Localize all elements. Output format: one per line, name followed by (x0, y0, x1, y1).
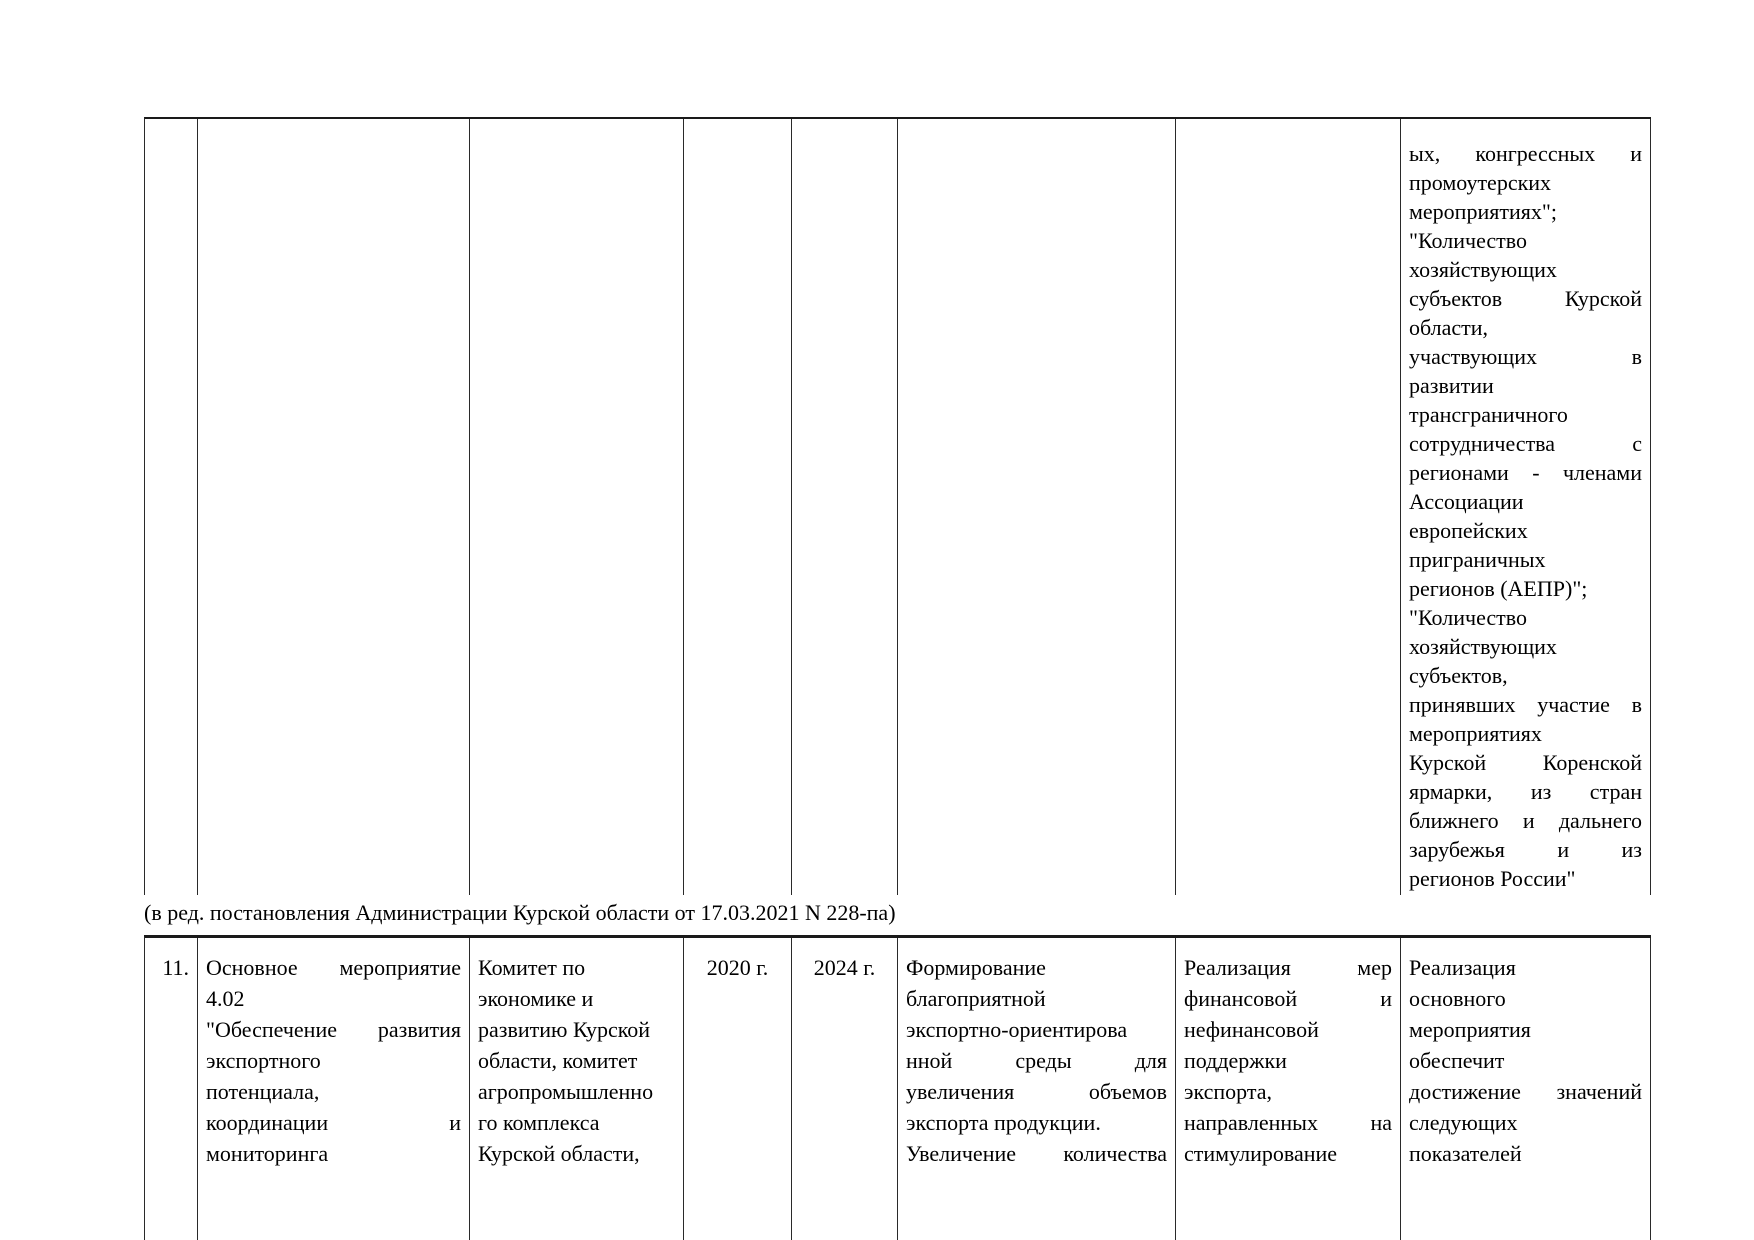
text-line: направленных на (1184, 1110, 1392, 1135)
text-line: Увеличение количества (906, 1141, 1167, 1166)
cell-empty-end-year (792, 119, 898, 895)
text-line: Основное мероприятие (206, 955, 461, 980)
table-row-11: 11. Основное мероприятие 4.02 "Обеспечение… (144, 935, 1651, 1240)
text-line: экспорта, (1184, 1079, 1272, 1104)
cell-empty-start-year (684, 119, 792, 895)
text-line: Ассоциации (1409, 489, 1524, 514)
cell-support-measures: Реализация мер финансовой и нефинансовой по… (1176, 938, 1401, 1240)
target-indicators-text: Реализация основного мероприятия обеспечит д… (1409, 952, 1642, 1169)
cell-end-year: 2024 г. (792, 938, 898, 1240)
text-line: стимулирование (1184, 1141, 1338, 1166)
text-line: "Количество (1409, 605, 1528, 630)
cell-event-name: Основное мероприятие 4.02 "Обеспечение раз… (198, 938, 470, 1240)
text-line: промоутерских (1409, 170, 1552, 195)
text-line: мероприятия (1409, 1017, 1531, 1042)
text-line: нефинансовой (1184, 1017, 1319, 1042)
text-line: зарубежья и из (1409, 837, 1642, 862)
text-line: европейских (1409, 518, 1528, 543)
text-line: регионов (АЕПР)"; (1409, 576, 1588, 601)
cell-expected-indicators: ых, конгрессных и промоутерских мероприяти… (1401, 119, 1651, 895)
text-line: экспорта продукции. (906, 1110, 1101, 1135)
text-line: субъектов, (1409, 663, 1508, 688)
text-line: экспортного (206, 1048, 321, 1073)
text-line: "Обеспечение развития (206, 1017, 461, 1042)
text-line: Комитет по (478, 955, 586, 980)
text-line: агропромышленно (478, 1079, 654, 1104)
cell-empty-result (898, 119, 1176, 895)
text-line: основного (1409, 986, 1506, 1011)
text-line: увеличения объемов (906, 1079, 1167, 1104)
text-line: нной среды для (906, 1048, 1167, 1073)
text-line: потенциала, (206, 1079, 320, 1104)
text-line: финансовой и (1184, 986, 1392, 1011)
text-line: субъектов Курской (1409, 286, 1642, 311)
text-line: благоприятной (906, 986, 1046, 1011)
text-line: "Количество (1409, 228, 1528, 253)
executor-text: Комитет по экономике и развитию Курской обл… (478, 952, 675, 1169)
text-line: Реализация (1409, 955, 1516, 980)
text-line: ближнего и дальнего (1409, 808, 1642, 833)
cell-empty-number (145, 119, 198, 895)
event-name-text: Основное мероприятие 4.02 "Обеспечение раз… (206, 952, 461, 1169)
text-line: мероприятиях"; (1409, 199, 1557, 224)
cell-executor: Комитет по экономике и развитию Курской обл… (470, 938, 684, 1240)
text-line: регионов России" (1409, 866, 1576, 891)
text-line: развитии (1409, 373, 1494, 398)
text-line: Курской Коренской (1409, 750, 1642, 775)
text-line: мероприятиях (1409, 721, 1542, 746)
text-line: участвующих в (1409, 344, 1642, 369)
text-line: развитию Курской (478, 1017, 651, 1042)
cell-start-year: 2020 г. (684, 938, 792, 1240)
text-line: показателей (1409, 1141, 1522, 1166)
text-line: области, (1409, 315, 1489, 340)
text-line: поддержки (1184, 1048, 1287, 1073)
text-line: Реализация мер (1184, 955, 1392, 980)
text-line: Курской области, (478, 1141, 640, 1166)
text-line: трансграничного (1409, 402, 1568, 427)
text-line: хозяйствующих (1409, 634, 1557, 659)
text-line: обеспечит (1409, 1048, 1505, 1073)
text-line: го комплекса (478, 1110, 600, 1135)
text-line: достижение значений (1409, 1079, 1642, 1104)
text-line: приграничных (1409, 547, 1546, 572)
support-measures-text: Реализация мер финансовой и нефинансовой по… (1184, 952, 1392, 1169)
text-line: сотрудничества с (1409, 431, 1642, 456)
indicators-text: ых, конгрессных и промоутерских мероприяти… (1409, 139, 1642, 893)
text-line: регионами - членами (1409, 460, 1642, 485)
text-line: ярмарки, из стран (1409, 779, 1642, 804)
cell-empty-name (198, 119, 470, 895)
text-line: 4.02 (206, 986, 245, 1011)
text-line: области, комитет (478, 1048, 638, 1073)
cell-empty-measures (1176, 119, 1401, 895)
text-line: экономике и (478, 986, 594, 1011)
text-line: ых, конгрессных и (1409, 141, 1642, 166)
text-line: хозяйствующих (1409, 257, 1557, 282)
text-line: мониторинга (206, 1141, 329, 1166)
table-continuation-row: ых, конгрессных и промоутерских мероприяти… (144, 117, 1651, 895)
text-line: следующих (1409, 1110, 1518, 1135)
cell-expected-result: Формирование благоприятной экспортно-ориен… (898, 938, 1176, 1240)
amendment-note: (в ред. постановления Администрации Курс… (144, 900, 896, 925)
text-line: координации и (206, 1110, 461, 1135)
cell-target-indicators: Реализация основного мероприятия обеспечит д… (1401, 938, 1651, 1240)
cell-empty-executor (470, 119, 684, 895)
text-line: принявших участие в (1409, 692, 1642, 717)
text-line: экспортно-ориентирова (906, 1017, 1128, 1042)
cell-row-number: 11. (145, 938, 198, 1240)
text-line: Формирование (906, 955, 1046, 980)
expected-result-text: Формирование благоприятной экспортно-ориен… (906, 952, 1167, 1169)
